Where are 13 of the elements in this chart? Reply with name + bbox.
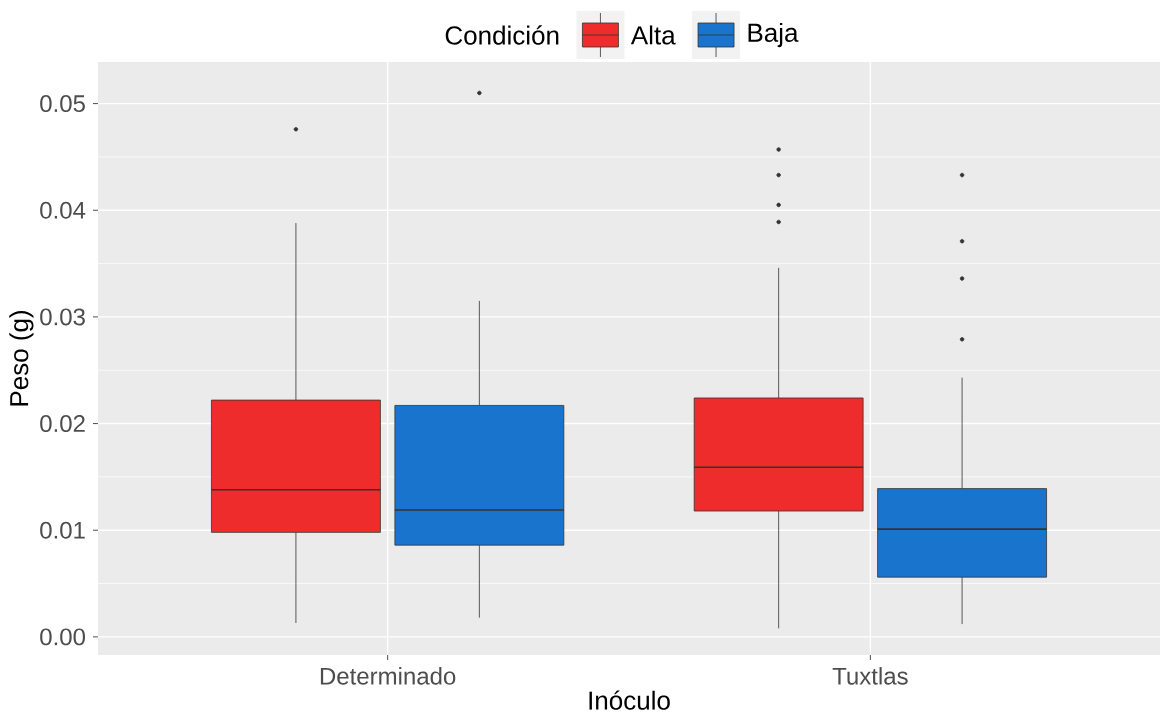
legend-label: Baja bbox=[748, 22, 799, 47]
y-tick-label: 0.04 bbox=[40, 201, 86, 219]
y-tick-label: 0.00 bbox=[40, 628, 86, 646]
x-tick-label: Tuxtlas bbox=[832, 666, 908, 685]
y-tick-label: 0.05 bbox=[40, 94, 85, 112]
y-tick-label: 0.03 bbox=[40, 308, 85, 326]
legend-label: Alta bbox=[630, 25, 676, 45]
y-tick-label: 0.01 bbox=[40, 521, 85, 539]
legend-title: Condición bbox=[445, 25, 559, 45]
x-tick-label: Determinado bbox=[320, 666, 456, 685]
y-tick-label: 0.02 bbox=[40, 414, 85, 432]
y-axis-title: Peso (g) bbox=[9, 310, 34, 406]
x-axis-title: Inóculo bbox=[589, 690, 670, 710]
